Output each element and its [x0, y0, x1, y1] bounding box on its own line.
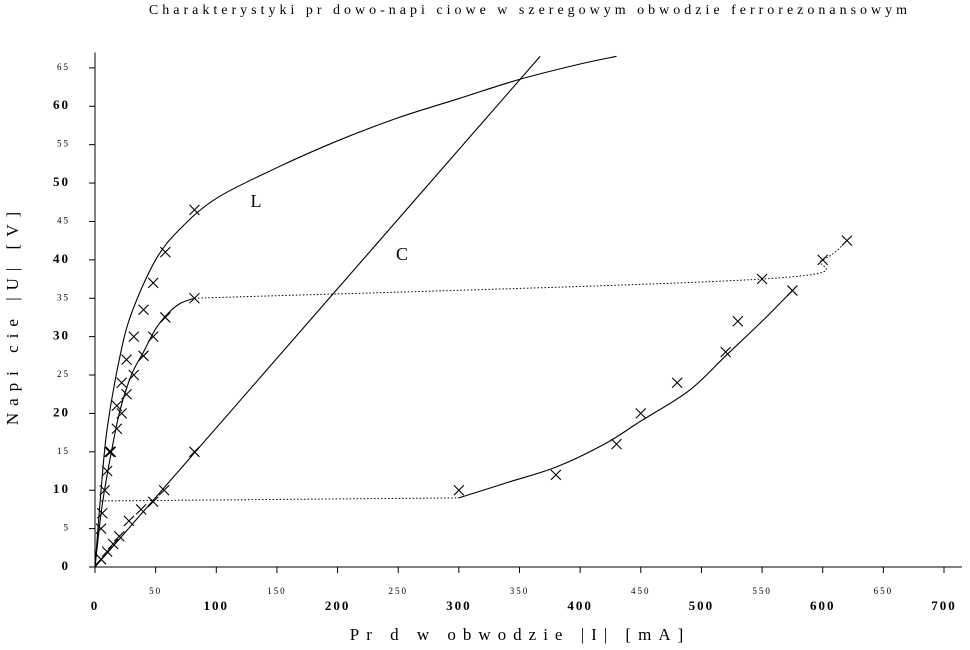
data-point — [111, 423, 123, 435]
data-point — [817, 254, 829, 266]
data-point — [189, 446, 200, 458]
x-axis-label: Pr d w obwodzie |I| [mA] — [350, 625, 691, 644]
y-tick-label: 15 — [57, 446, 70, 456]
data-point — [138, 350, 149, 362]
data-point — [101, 546, 113, 558]
y-tick-label: 50 — [53, 174, 70, 189]
curve — [94, 55, 617, 568]
data-point — [158, 484, 170, 496]
data-point — [147, 496, 159, 508]
y-tick-label: 30 — [53, 328, 70, 343]
data-point — [121, 388, 132, 400]
curve — [94, 55, 541, 568]
x-tick-label: 550 — [752, 586, 772, 596]
data-point — [105, 446, 117, 458]
data-point — [96, 507, 108, 519]
x-tick-label: 250 — [388, 586, 408, 596]
x-tick-label: 650 — [874, 586, 894, 596]
y-tick-label: 35 — [57, 292, 70, 302]
data-point — [135, 504, 147, 515]
data-point — [671, 377, 683, 389]
data-point — [128, 331, 140, 343]
x-tick-label: 500 — [689, 598, 715, 613]
curve — [458, 290, 793, 499]
y-tick-label: 65 — [57, 62, 70, 72]
curve — [94, 297, 195, 568]
data-point — [116, 377, 128, 389]
y-tick-label: 40 — [53, 251, 70, 266]
annotation: L — [251, 191, 262, 211]
data-point — [720, 346, 732, 358]
data-point — [113, 530, 125, 542]
data-point — [611, 438, 622, 450]
x-tick-label: 100 — [204, 598, 230, 613]
data-point — [107, 538, 119, 550]
y-tick-label: 45 — [57, 216, 70, 226]
data-point — [101, 465, 113, 477]
data-point — [841, 235, 853, 247]
data-point — [159, 246, 171, 258]
data-point — [550, 469, 562, 481]
data-point — [756, 273, 768, 285]
data-point — [159, 312, 171, 323]
annotation: C — [396, 244, 408, 264]
y-tick-label: 20 — [53, 404, 70, 419]
data-point — [116, 408, 128, 419]
y-tick-label: 10 — [53, 481, 70, 496]
x-tick-label: 700 — [931, 598, 957, 613]
data-point — [138, 304, 149, 316]
x-tick-label: 50 — [149, 586, 162, 596]
y-tick-label: 25 — [57, 369, 70, 379]
x-tick-label: 600 — [810, 598, 836, 613]
data-point — [787, 285, 798, 296]
data-point — [95, 523, 107, 534]
x-tick-label: 300 — [446, 598, 472, 613]
data-point — [147, 331, 159, 343]
x-tick-label: 350 — [510, 586, 530, 596]
data-point — [732, 315, 744, 327]
dotted-curve — [194, 240, 848, 299]
y-tick-label: 60 — [53, 97, 70, 112]
data-point — [147, 277, 159, 289]
data-point — [104, 446, 115, 458]
y-tick-label: 5 — [64, 523, 71, 533]
data-point — [95, 553, 107, 565]
data-point — [128, 369, 140, 381]
x-tick-label: 450 — [631, 586, 651, 596]
x-tick-label: 400 — [567, 598, 593, 613]
x-tick-label: 0 — [91, 598, 100, 613]
x-tick-label: 150 — [267, 586, 287, 596]
x-tick-label: 200 — [325, 598, 351, 613]
data-point — [123, 515, 135, 527]
data-point — [453, 484, 465, 496]
data-point — [121, 354, 132, 366]
data-point — [635, 408, 647, 419]
y-axis-label: Napi cie |U| [V] — [3, 205, 22, 425]
data-point — [189, 292, 200, 304]
dotted-curve — [101, 497, 459, 502]
y-tick-label: 0 — [62, 558, 71, 573]
y-tick-label: 55 — [57, 139, 70, 149]
data-point — [189, 204, 200, 216]
chart-title: Charakterystyki pr dowo-napi ciowe w sze… — [149, 3, 911, 18]
